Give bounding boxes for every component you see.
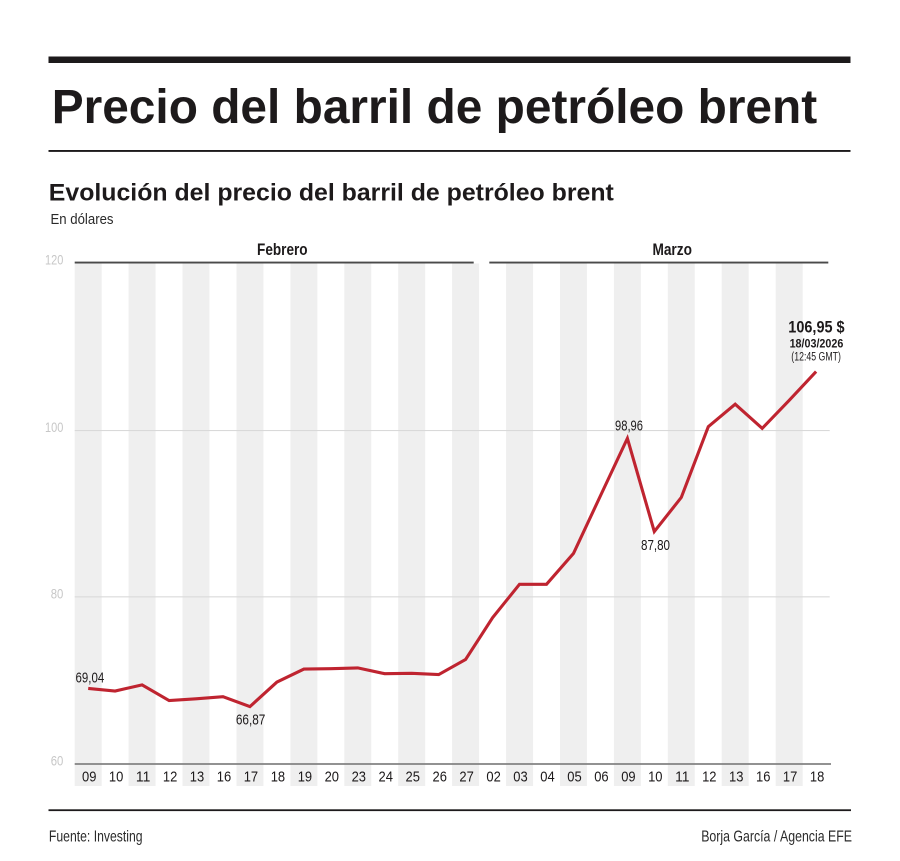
svg-text:Febrero: Febrero: [257, 240, 308, 259]
svg-text:Fuente: Investing: Fuente: Investing: [49, 829, 143, 846]
svg-text:09: 09: [621, 769, 635, 785]
svg-text:120: 120: [45, 252, 63, 268]
svg-text:02: 02: [486, 769, 500, 785]
svg-text:16: 16: [217, 769, 231, 785]
svg-text:12: 12: [163, 769, 177, 785]
svg-text:18: 18: [810, 769, 824, 785]
svg-text:26: 26: [433, 769, 447, 785]
svg-text:11: 11: [136, 769, 150, 785]
svg-text:106,95 $: 106,95 $: [788, 317, 845, 336]
svg-text:27: 27: [459, 769, 473, 785]
svg-text:13: 13: [190, 769, 204, 785]
svg-text:06: 06: [594, 769, 608, 785]
svg-text:13: 13: [729, 769, 743, 785]
svg-text:Borja García / Agencia EFE: Borja García / Agencia EFE: [701, 829, 852, 846]
svg-text:24: 24: [379, 769, 393, 785]
svg-text:87,80: 87,80: [641, 537, 670, 554]
svg-text:100: 100: [45, 419, 63, 435]
svg-text:Precio del barril de petróleo: Precio del barril de petróleo brent: [52, 80, 818, 134]
svg-text:20: 20: [325, 769, 339, 785]
svg-text:18: 18: [271, 769, 285, 785]
svg-text:69,04: 69,04: [76, 670, 105, 687]
svg-text:(12:45 GMT): (12:45 GMT): [791, 352, 841, 364]
svg-text:23: 23: [352, 769, 366, 785]
svg-text:66,87: 66,87: [236, 712, 266, 729]
svg-text:05: 05: [567, 769, 581, 785]
svg-text:En dólares: En dólares: [51, 212, 114, 228]
svg-text:25: 25: [406, 769, 420, 785]
svg-text:03: 03: [513, 769, 527, 785]
svg-text:18/03/2026: 18/03/2026: [790, 337, 844, 351]
svg-text:19: 19: [298, 769, 312, 785]
svg-text:10: 10: [648, 769, 662, 785]
svg-text:98,96: 98,96: [615, 417, 643, 434]
svg-text:04: 04: [540, 769, 554, 785]
svg-text:Evolución del precio del barri: Evolución del precio del barril de petró…: [49, 180, 614, 207]
svg-text:16: 16: [756, 769, 770, 785]
svg-text:12: 12: [702, 769, 716, 785]
svg-text:10: 10: [109, 769, 123, 785]
svg-text:17: 17: [783, 769, 797, 785]
svg-text:17: 17: [244, 769, 258, 785]
svg-text:60: 60: [51, 752, 64, 768]
svg-text:Marzo: Marzo: [652, 240, 692, 259]
svg-text:80: 80: [51, 585, 64, 601]
svg-text:11: 11: [675, 769, 689, 785]
svg-text:09: 09: [82, 769, 96, 785]
